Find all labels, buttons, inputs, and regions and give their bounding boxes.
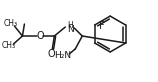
Text: H: H xyxy=(67,21,73,30)
Text: N: N xyxy=(67,25,74,34)
Text: CH₃: CH₃ xyxy=(3,19,18,28)
Text: O: O xyxy=(36,31,44,41)
Text: F: F xyxy=(99,21,104,31)
Text: H₂N: H₂N xyxy=(54,51,71,60)
Text: CH₃: CH₃ xyxy=(1,41,15,51)
Text: O: O xyxy=(48,49,55,59)
